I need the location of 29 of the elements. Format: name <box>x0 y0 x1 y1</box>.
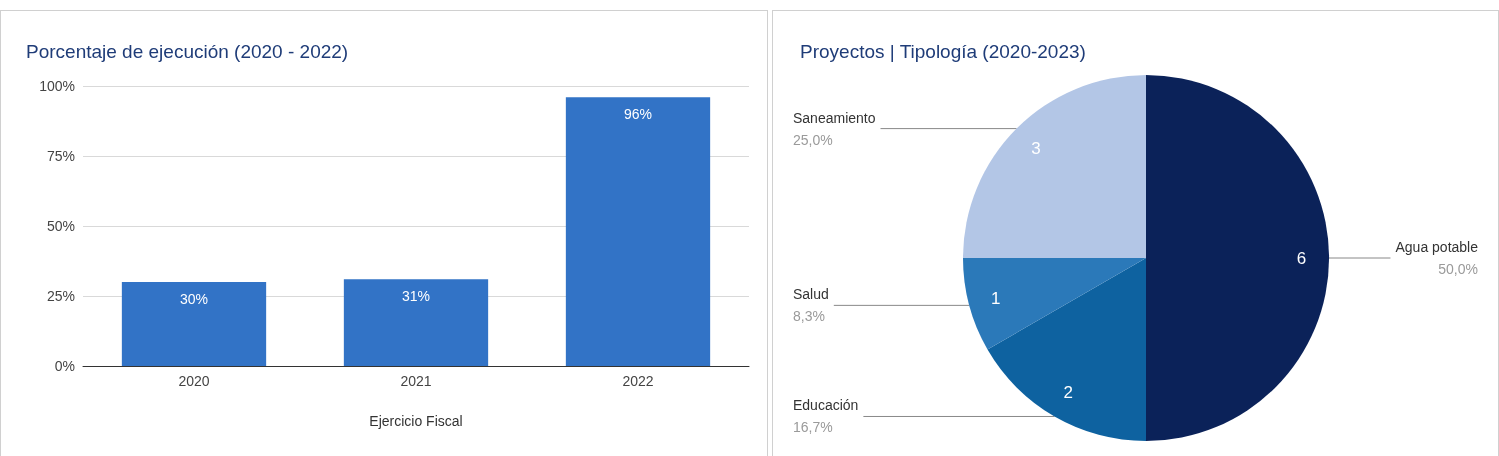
bar <box>121 282 267 366</box>
text: 50,0% <box>1438 261 1478 277</box>
y-tick-label: 100% <box>39 78 75 94</box>
x-tick-label: 2021 <box>400 373 432 389</box>
text: 16,7% <box>793 419 833 436</box>
y-tick-label: 50% <box>46 218 75 234</box>
data-label: 31% <box>401 288 431 305</box>
text: 25,0% <box>793 131 833 148</box>
y-tick-label: 25% <box>46 288 75 304</box>
text: 8,3% <box>793 308 825 325</box>
data-label: 1 <box>991 288 1001 308</box>
slice-label: Salud <box>793 286 829 303</box>
data-label: 6 <box>1296 248 1307 268</box>
x-tick-label: 2020 <box>178 373 210 389</box>
bar <box>565 97 711 366</box>
bar <box>343 279 489 366</box>
data-label: 96% <box>623 106 653 123</box>
x-axis-title: Ejercicio Fiscal <box>369 413 463 429</box>
data-label: 2 <box>1063 383 1073 403</box>
data-label: 3 <box>1031 138 1041 158</box>
data-label: 30% <box>179 291 209 307</box>
x-tick-label: 2022 <box>622 373 654 389</box>
slice-label: Saneamiento <box>793 109 876 126</box>
slice-label: Educación <box>793 397 859 414</box>
y-tick-label: 0% <box>54 358 75 374</box>
chart-title: Proyectos | Tipología (2020-2023) <box>800 41 1086 62</box>
y-tick-label: 75% <box>46 148 75 164</box>
slice-label: Agua potable <box>1395 239 1479 255</box>
chart-title: Porcentaje de ejecución (2020 - 2022) <box>26 41 349 62</box>
